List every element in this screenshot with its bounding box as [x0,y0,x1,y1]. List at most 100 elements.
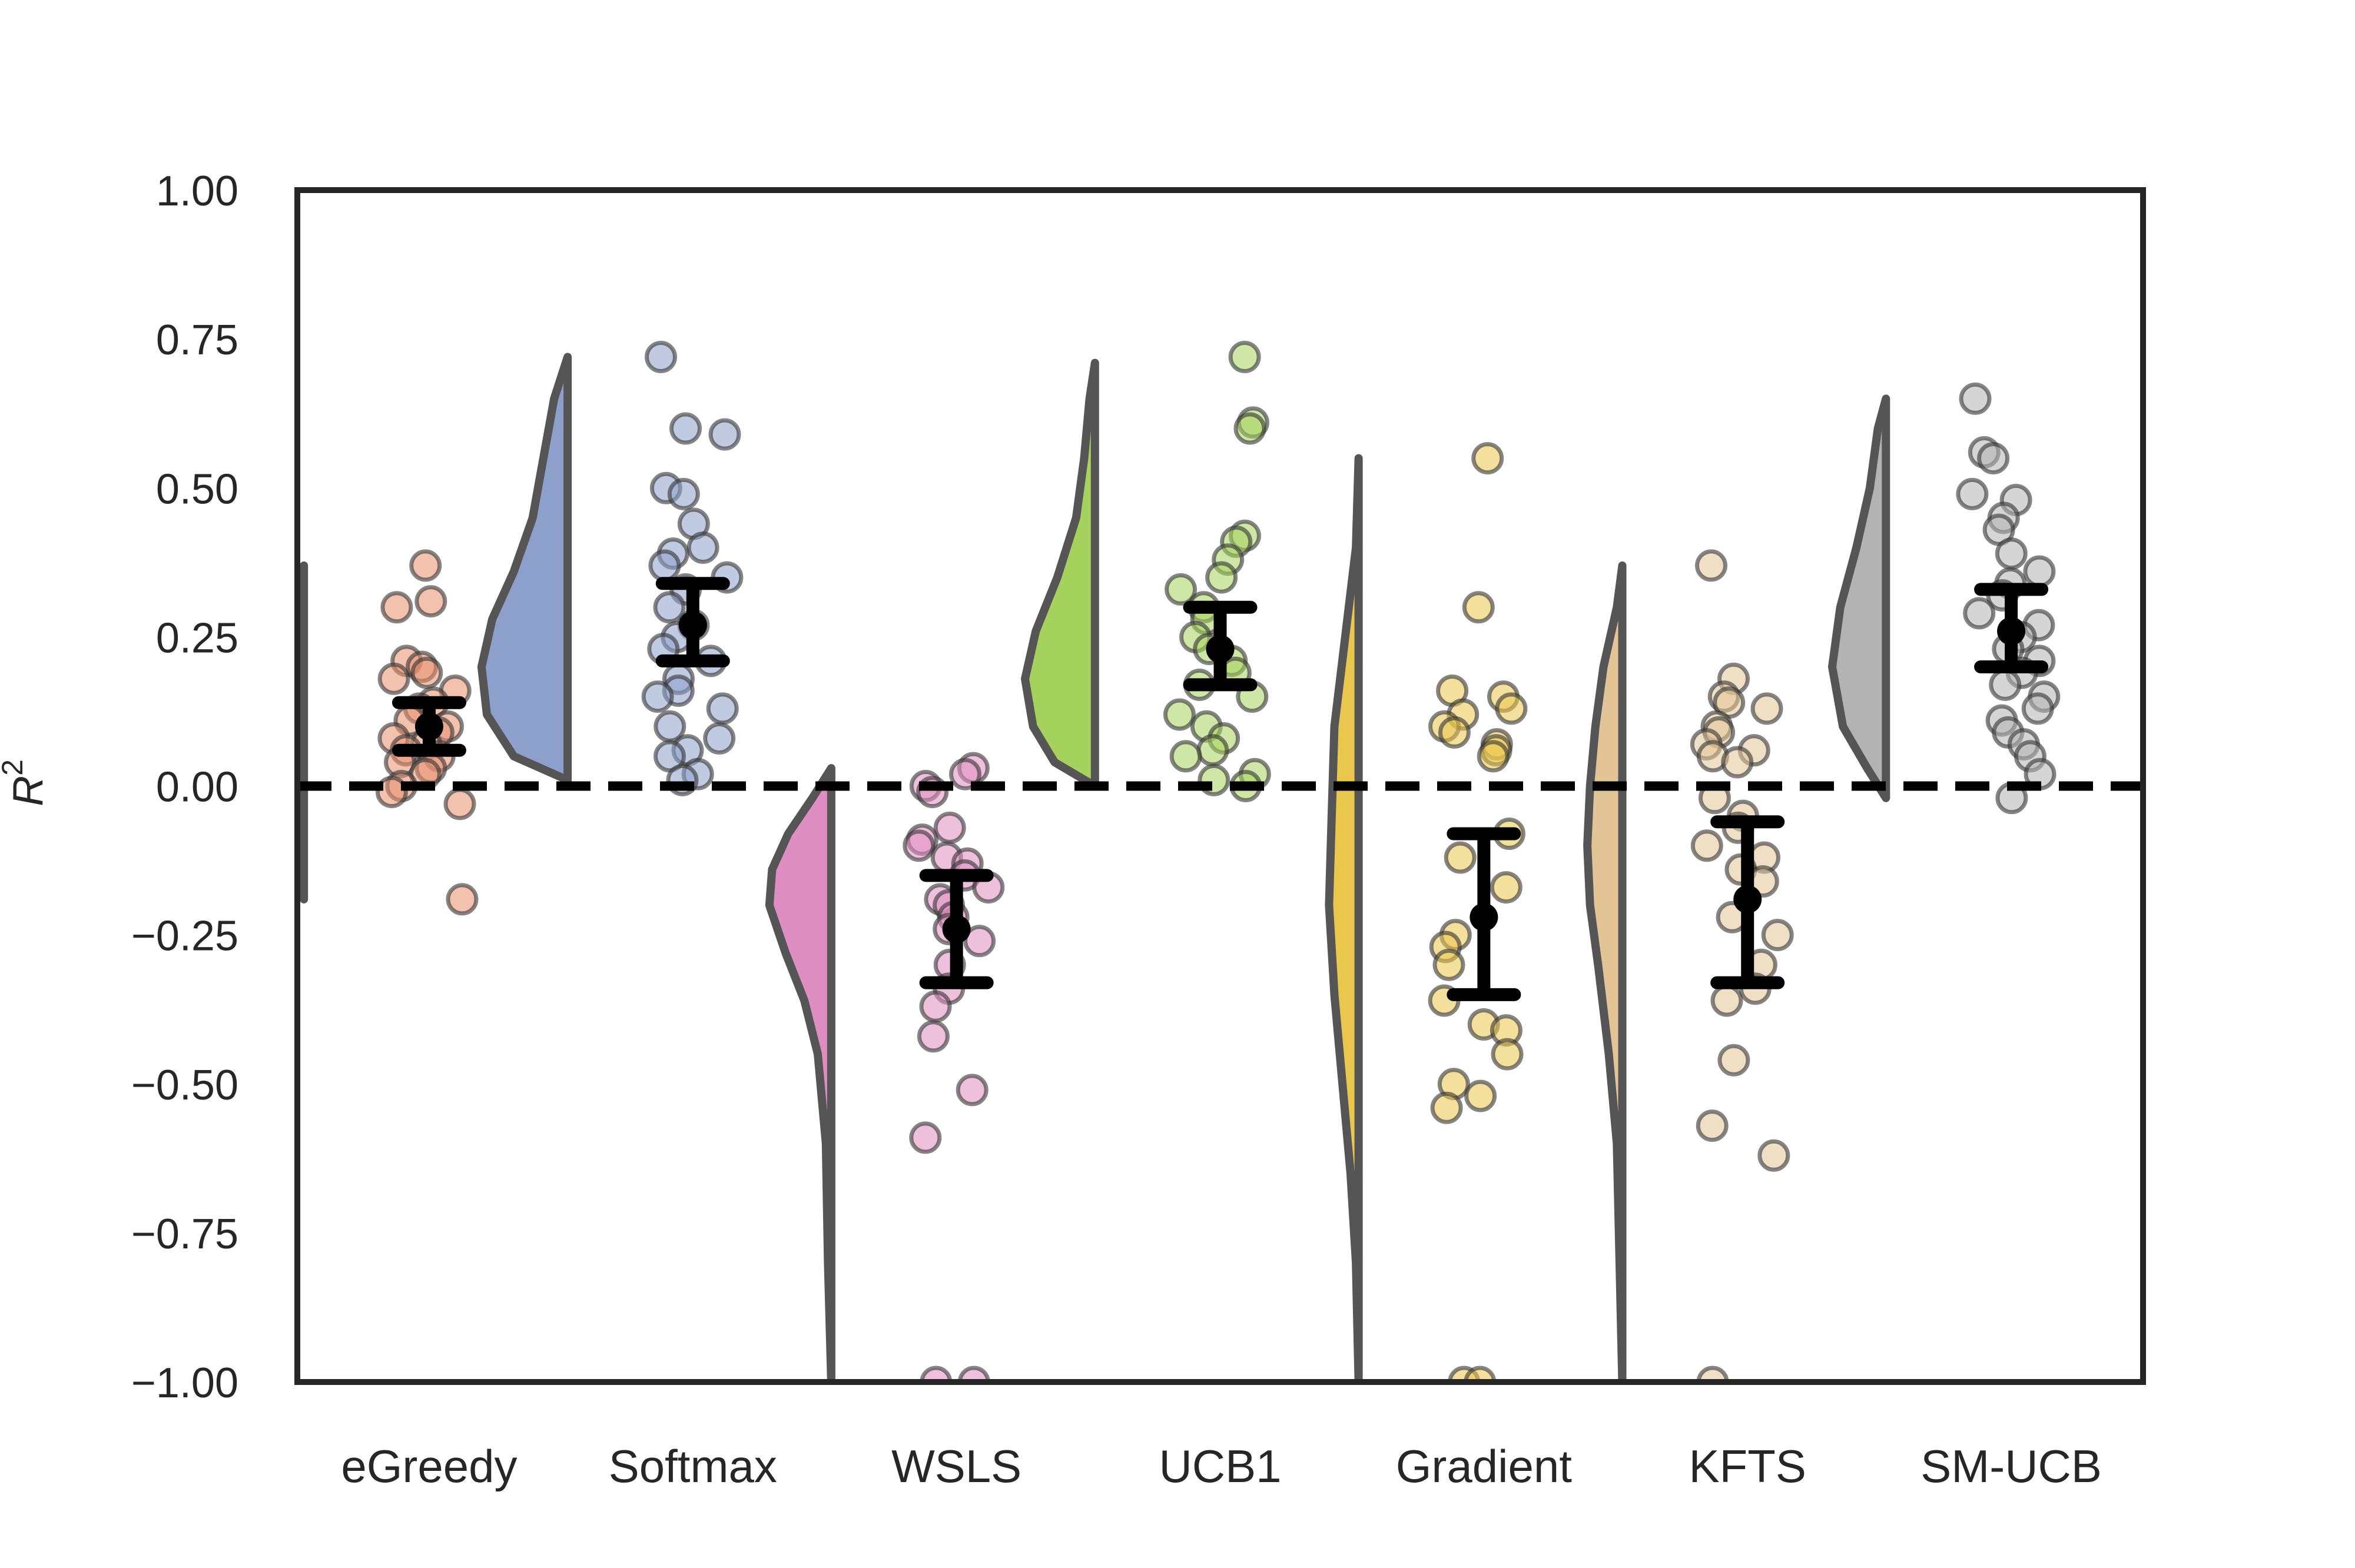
data-point [410,656,443,689]
data-point [443,788,476,820]
violin-Gradient [1325,454,1363,1382]
data-point [1989,668,2022,701]
data-point [1721,746,1754,779]
data-point [1165,573,1198,606]
data-point [1430,1091,1463,1124]
data-point [414,585,447,618]
data-point [1757,1139,1790,1172]
data-point [1432,948,1465,981]
data-point [1464,1366,1497,1382]
data-point [375,776,408,809]
data-point [1761,919,1794,952]
data-point [703,722,736,755]
x-tick-label: eGreedy [341,1440,517,1492]
data-point [920,1366,953,1382]
data-point [1959,382,1992,415]
data-point [669,412,702,445]
data-point [909,1121,942,1154]
data-point [446,883,479,916]
x-tick-label: SM-UCB [1921,1440,2102,1492]
data-point [1438,716,1471,749]
y-tick-label: −0.75 [131,1211,238,1258]
y-tick-label: 0.50 [156,466,238,513]
data-point [1169,740,1202,773]
data-point [667,477,700,510]
y-tick-label: 0.75 [156,317,238,364]
data-point [1205,561,1238,594]
data-point [1710,984,1743,1017]
plot-frame [294,187,2146,1385]
data-point [903,829,936,862]
violin-WSLS [765,764,835,1382]
y-tick-label: −0.50 [131,1062,238,1109]
data-point [1444,841,1477,874]
x-tick-label: Gradient [1396,1440,1572,1492]
violin-KFTS [1583,561,1627,1382]
x-tick-label: UCB1 [1159,1440,1281,1492]
data-point [2023,555,2056,588]
y-tick-label: 0.25 [156,614,238,662]
data-point [708,418,741,451]
data-point [917,1020,950,1053]
data-point [648,549,681,582]
data-point [1196,734,1229,767]
mean-marker-WSLS [942,915,971,944]
mean-marker-UCB1 [1206,634,1235,663]
mean-marker-SM-UCB [1997,617,2026,646]
x-tick-label: KFTS [1689,1440,1806,1492]
data-point [957,1366,990,1382]
x-tick-label: WSLS [891,1440,1021,1492]
mean-marker-eGreedy [414,712,443,741]
data-point [949,758,981,790]
plot-content [297,341,2143,1382]
mean-marker-Softmax [678,611,707,640]
data-point [1696,1109,1729,1142]
y-tick-label: 0.00 [156,764,238,811]
mean-marker-Gradient [1470,903,1498,932]
y-tick-label: 1.00 [156,168,238,215]
violin-Softmax [477,353,572,785]
data-point [686,531,719,564]
data-point [1495,692,1528,725]
x-tick-label: Softmax [609,1440,777,1492]
data-point [377,662,410,695]
data-point [1471,442,1504,475]
data-point [956,1074,989,1107]
y-tick-label: −0.25 [131,913,238,960]
data-point [1464,1079,1497,1112]
data-point [645,341,677,373]
data-point [1963,597,1996,630]
y-axis-label-superscript: 2 [0,759,29,776]
data-point [706,692,739,725]
plot-area: 1.00 0.75 0.50 0.25 0.00 −0.25 −0.50 −0.75 −1.00… [131,168,2146,1492]
data-point [2021,692,2054,725]
data-point [1490,871,1523,904]
data-point [653,591,686,624]
violin-UCB1 [1021,358,1099,790]
data-point [919,990,952,1023]
data-point [1477,740,1510,773]
data-point [1717,1044,1750,1077]
data-point [1163,698,1196,731]
data-point [1233,412,1266,445]
data-point [1462,591,1495,624]
y-tick-label: −1.00 [131,1360,238,1407]
y-axis-label: R2 [0,759,52,806]
data-point [1995,537,2028,570]
data-point [1696,1366,1729,1382]
data-point [1750,692,1783,725]
data-point [933,811,966,844]
y-axis-title: R2 [0,759,52,806]
data-point [380,591,413,624]
data-point [963,925,996,958]
data-point [1956,477,1989,510]
data-point [409,549,442,582]
data-point [1228,341,1261,373]
data-point [1491,1038,1524,1071]
mean-marker-KFTS [1733,885,1762,913]
data-point [1690,829,1723,862]
data-point [1977,442,2010,475]
data-point [641,680,674,713]
data-point [1695,549,1727,582]
